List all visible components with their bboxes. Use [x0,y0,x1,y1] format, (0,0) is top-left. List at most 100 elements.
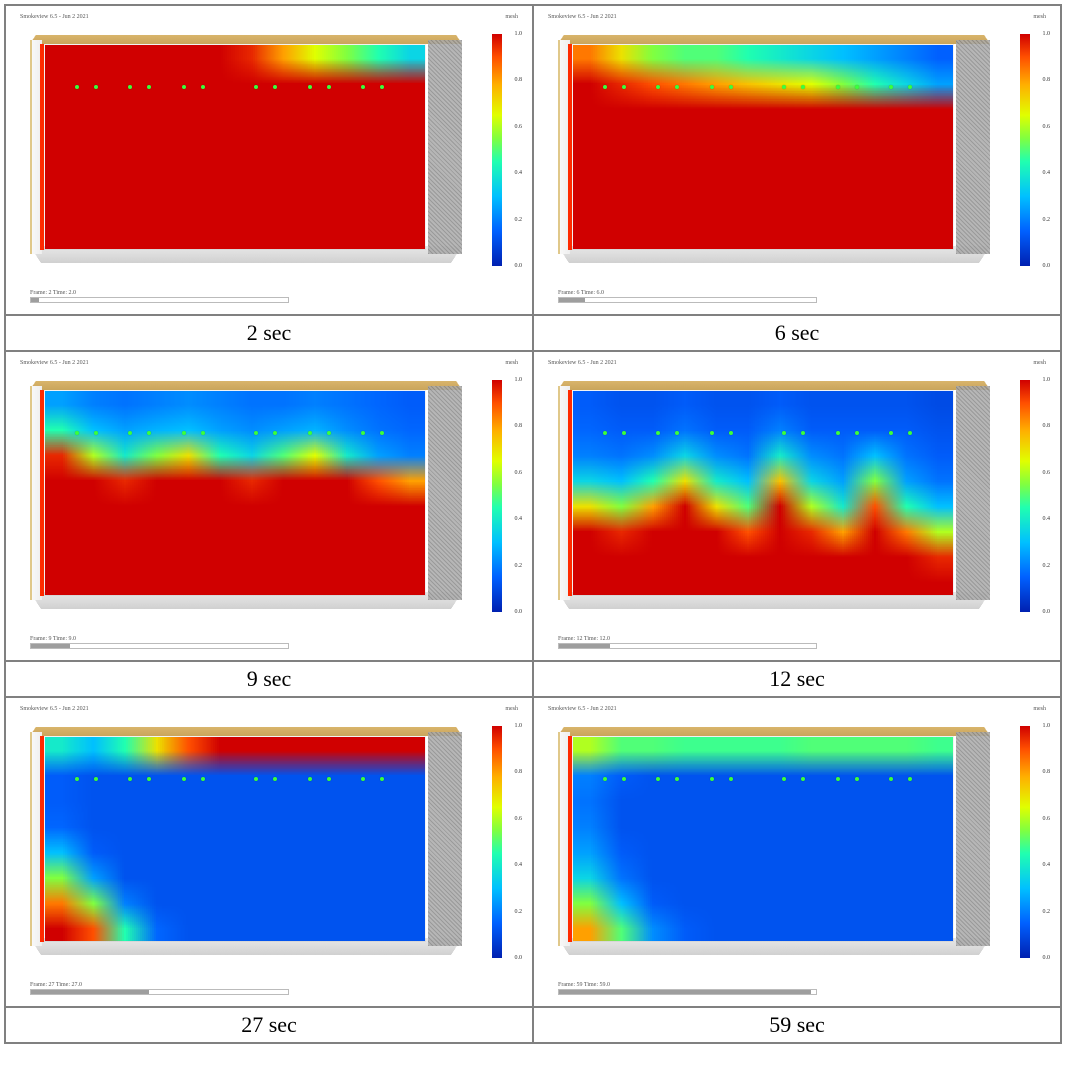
colorbar-ticks: 0.00.20.40.60.81.0 [1032,34,1050,266]
viz-wrap [30,30,462,274]
frame-label: Frame: 27 Time: 27.0 [30,982,462,988]
progress-track[interactable] [30,989,289,995]
colorbar-tick: 0.2 [515,217,523,223]
colorbar-tick: 0.0 [1043,609,1051,615]
colorbar-tick: 0.4 [1043,516,1051,522]
progress-fill [31,990,149,994]
progress-track[interactable] [558,643,817,649]
panel-header: Smokeview 6.5 - Jun 2 2021 mesh [14,14,524,24]
scalar-slice [572,390,954,596]
progress-track[interactable] [558,989,817,995]
colorbar [492,380,502,612]
scalar-slice [572,44,954,250]
header-left-text: Smokeview 6.5 - Jun 2 2021 [20,360,89,366]
header-left-text: Smokeview 6.5 - Jun 2 2021 [548,706,617,712]
panel-t2: Smokeview 6.5 - Jun 2 2021mesh0.00.20.40… [5,5,533,315]
colorbar-tick: 0.8 [1043,769,1051,775]
colorbar-ticks: 0.00.20.40.60.81.0 [504,726,522,958]
progress-area: Frame: 27 Time: 27.0 [30,982,462,1000]
right-wall-mesh [956,386,990,600]
progress-track[interactable] [30,297,289,303]
panel-t27: Smokeview 6.5 - Jun 2 2021mesh0.00.20.40… [5,697,533,1007]
ceiling [558,35,990,44]
header-left-text: Smokeview 6.5 - Jun 2 2021 [548,360,617,366]
ceiling [30,381,462,390]
caption-cell: 6 sec [533,315,1061,351]
simulation-grid: Smokeview 6.5 - Jun 2 2021mesh0.00.20.40… [4,4,1062,1044]
progress-fill [559,298,585,302]
room-frame [558,376,990,620]
colorbar-tick: 0.8 [515,77,523,83]
caption-cell: 2 sec [5,315,533,351]
colorbar-tick: 0.8 [1043,423,1051,429]
colorbar-tick: 0.4 [1043,170,1051,176]
colorbar-ticks: 0.00.20.40.60.81.0 [504,34,522,266]
scalar-slice [44,390,426,596]
colorbar-tick: 0.2 [515,563,523,569]
header-left-text: Smokeview 6.5 - Jun 2 2021 [20,14,89,20]
progress-fill [31,298,39,302]
progress-area: Frame: 9 Time: 9.0 [30,636,462,654]
right-wall-mesh [428,40,462,254]
colorbar-tick: 1.0 [1043,31,1051,37]
colorbar-tick: 0.4 [1043,862,1051,868]
colorbar-ticks: 0.00.20.40.60.81.0 [1032,726,1050,958]
colorbar-gradient [1020,34,1030,266]
ceiling [30,35,462,44]
room-frame [558,722,990,966]
caption-cell: 9 sec [5,661,533,697]
colorbar-tick: 1.0 [515,377,523,383]
frame-label: Frame: 2 Time: 2.0 [30,290,462,296]
caption-text: 59 sec [769,1012,825,1037]
scalar-slice [44,736,426,942]
caption-text: 27 sec [241,1012,297,1037]
caption-text: 2 sec [247,320,292,345]
panel-header: Smokeview 6.5 - Jun 2 2021mesh [542,14,1052,24]
colorbar-tick: 0.4 [515,516,523,522]
colorbar-ticks: 0.00.20.40.60.81.0 [504,380,522,612]
colorbar [1020,34,1030,266]
caption-text: 6 sec [775,320,820,345]
colorbar-tick: 0.4 [515,862,523,868]
colorbar-tick: 0.6 [515,816,523,822]
progress-fill [559,644,610,648]
room-frame [558,30,990,274]
progress-fill [31,644,70,648]
ceiling [558,381,990,390]
panel-t9: Smokeview 6.5 - Jun 2 2021mesh0.00.20.40… [5,351,533,661]
colorbar-tick: 0.6 [1043,124,1051,130]
frame-label: Frame: 9 Time: 9.0 [30,636,462,642]
ceiling [558,727,990,736]
colorbar-tick: 0.2 [1043,217,1051,223]
colorbar-gradient [492,34,502,266]
panel-header: Smokeview 6.5 - Jun 2 2021mesh [14,706,524,716]
colorbar-tick: 0.0 [515,955,523,961]
viz-wrap [30,376,462,620]
frame-label: Frame: 12 Time: 12.0 [558,636,990,642]
header-right-text: mesh [505,14,518,20]
colorbar-tick: 0.0 [515,263,523,269]
viz-wrap [558,30,990,274]
colorbar-tick: 0.0 [1043,955,1051,961]
panel-t6: Smokeview 6.5 - Jun 2 2021mesh0.00.20.40… [533,5,1061,315]
colorbar-tick: 1.0 [1043,377,1051,383]
caption-cell: 12 sec [533,661,1061,697]
right-wall-mesh [428,386,462,600]
panel-header: Smokeview 6.5 - Jun 2 2021mesh [542,706,1052,716]
progress-track[interactable] [30,643,289,649]
progress-area: Frame: 6 Time: 6.0 [558,290,990,308]
colorbar-tick: 0.6 [515,124,523,130]
colorbar-ticks: 0.00.20.40.60.81.0 [1032,380,1050,612]
progress-area: Frame: 12 Time: 12.0 [558,636,990,654]
header-right-text: mesh [1033,14,1046,20]
panel-t12: Smokeview 6.5 - Jun 2 2021mesh0.00.20.40… [533,351,1061,661]
room-frame [30,722,462,966]
progress-track[interactable] [558,297,817,303]
frame-label: Frame: 6 Time: 6.0 [558,290,990,296]
colorbar-tick: 0.6 [515,470,523,476]
progress-area: Frame: 2 Time: 2.0 [30,290,462,308]
colorbar-tick: 1.0 [515,31,523,37]
colorbar-tick: 0.8 [515,423,523,429]
colorbar-gradient [1020,380,1030,612]
colorbar-tick: 0.8 [515,769,523,775]
